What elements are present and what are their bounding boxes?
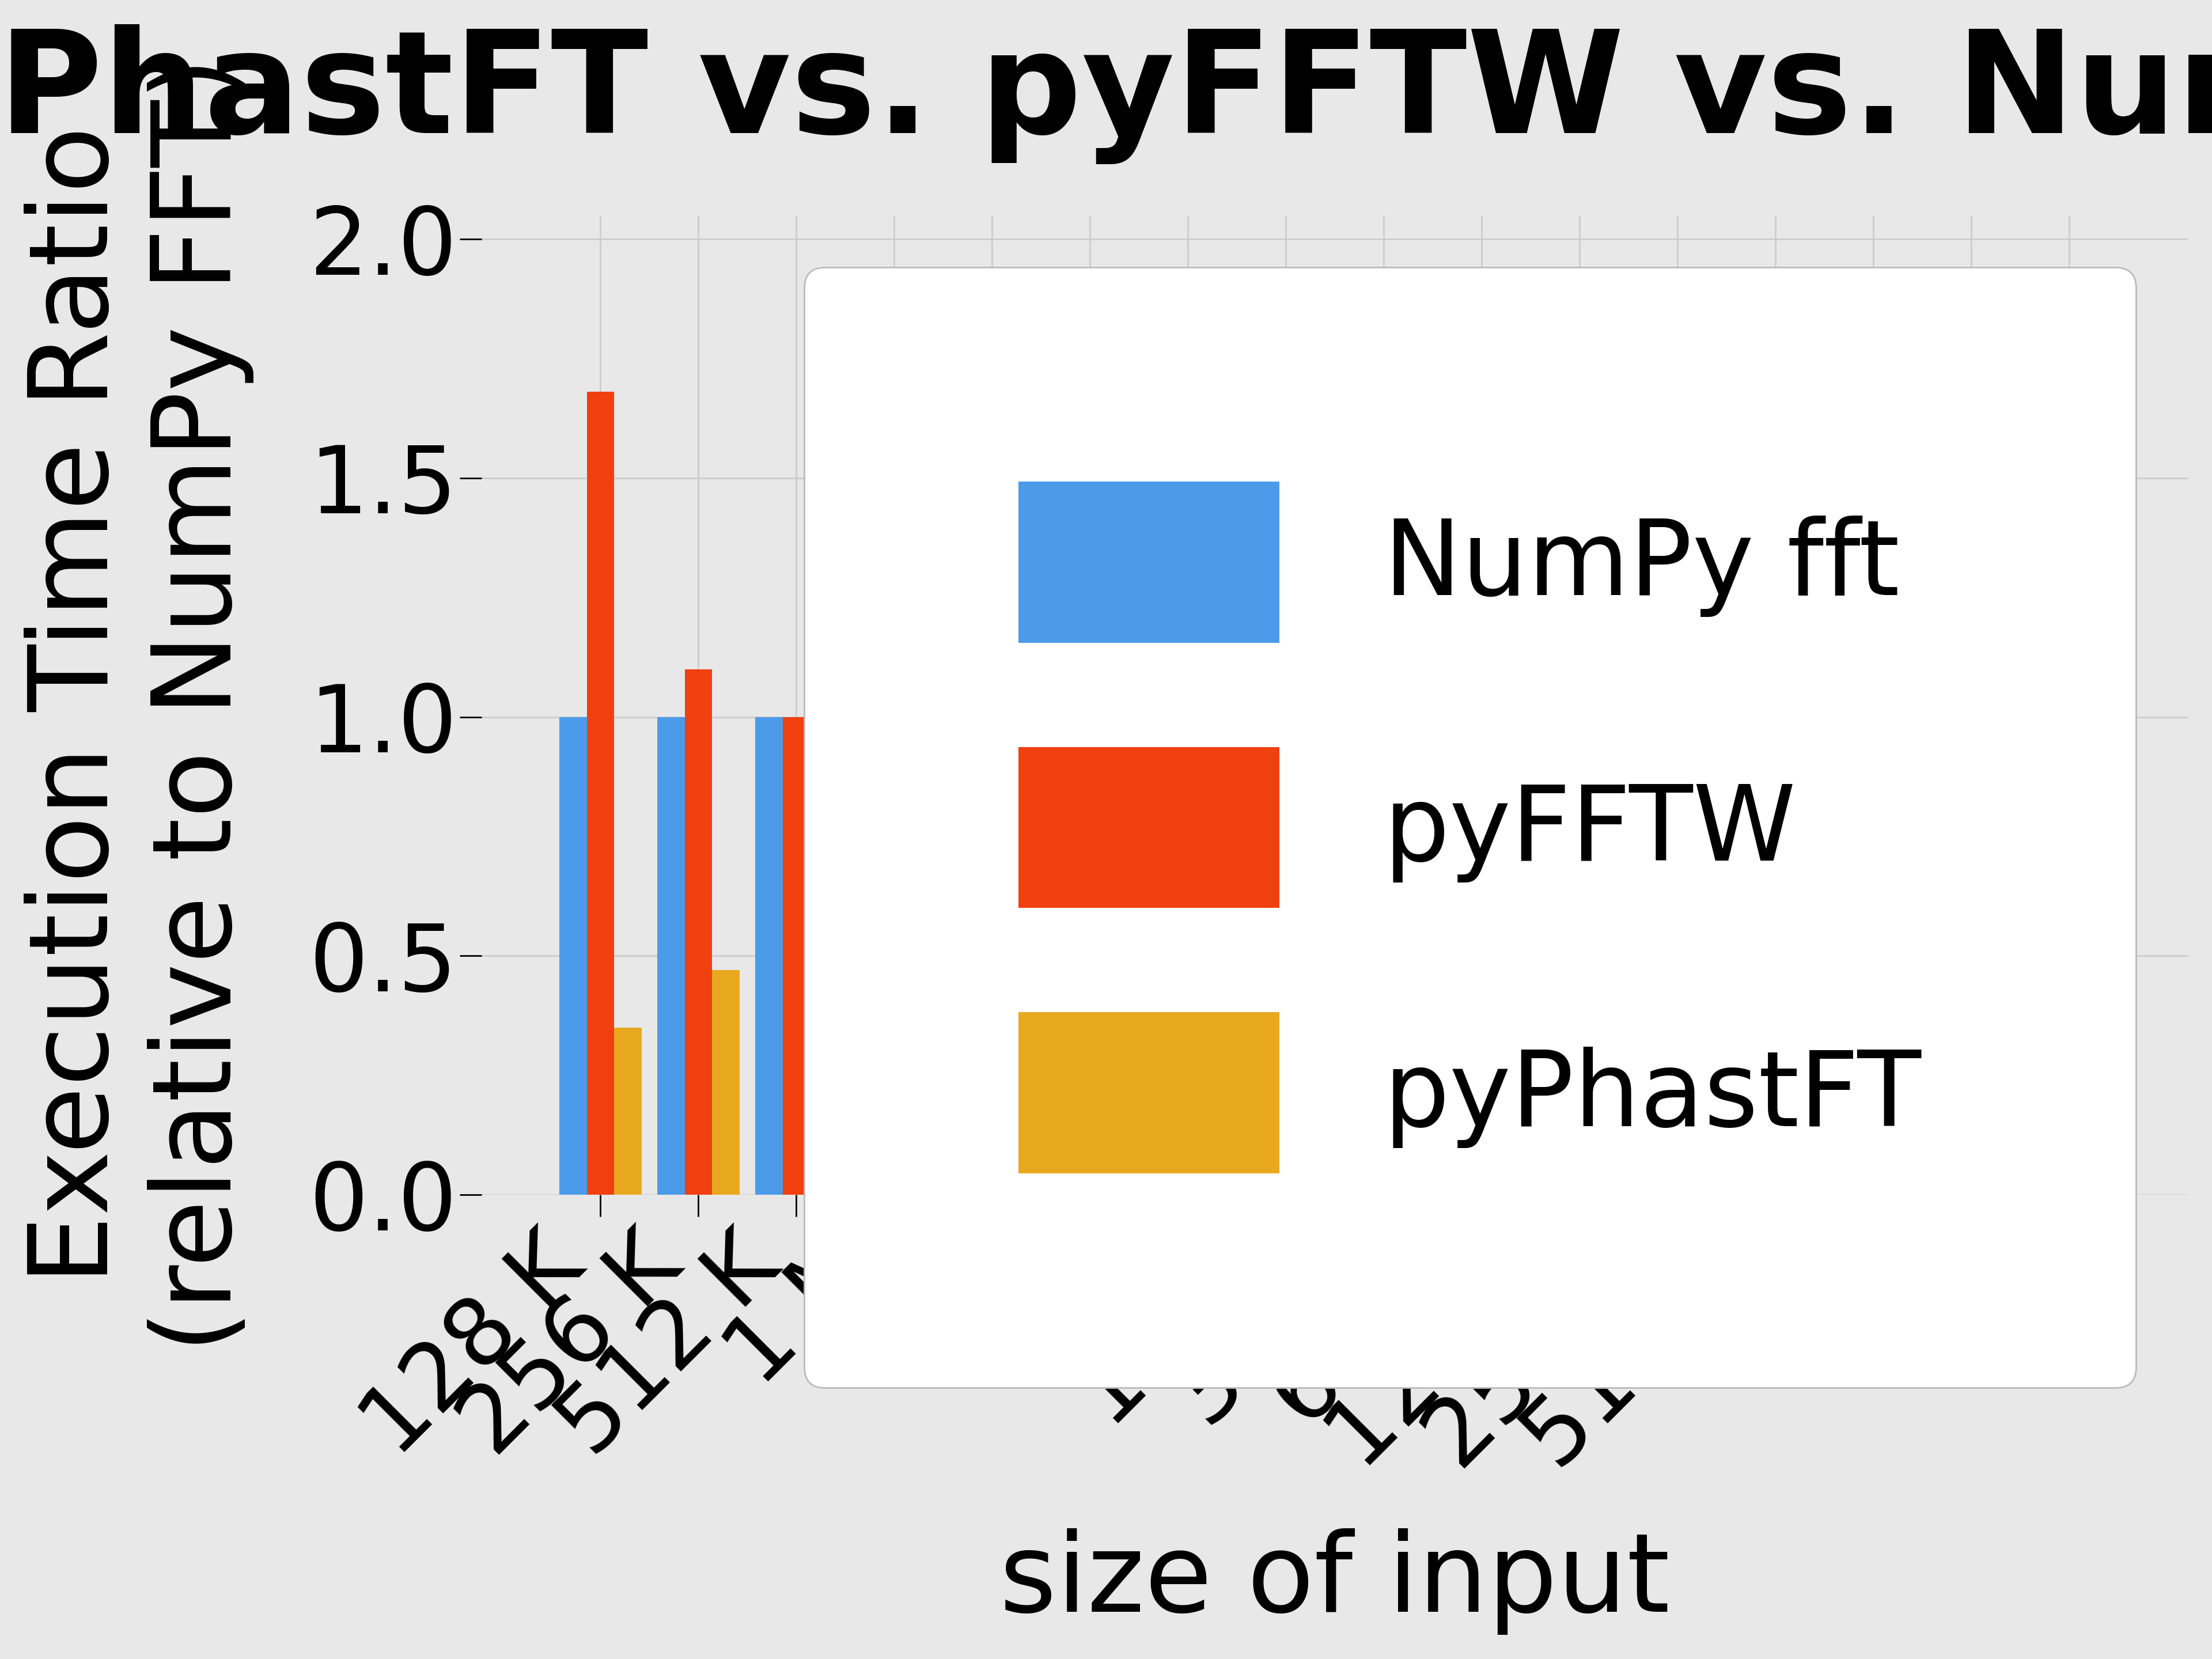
Bar	[1887, 1141, 1916, 1194]
Bar	[1048, 717, 1077, 1194]
Bar	[686, 669, 712, 1194]
Bar	[2084, 1138, 2110, 1194]
Bar	[1301, 688, 1327, 1194]
Bar	[560, 717, 586, 1194]
Bar	[1593, 737, 1621, 1194]
Bar	[2028, 717, 2055, 1194]
Bar	[1272, 597, 1301, 1194]
Bar	[1201, 841, 1230, 1194]
Bar	[1984, 1133, 2013, 1194]
Bar	[1146, 717, 1175, 1194]
Bar	[783, 717, 810, 1194]
Bar	[1469, 549, 1495, 1194]
Bar	[1958, 1123, 1984, 1194]
Bar	[854, 717, 880, 1194]
Bar	[1566, 526, 1593, 1194]
Bar	[1006, 942, 1033, 1194]
Bar	[586, 392, 615, 1194]
Bar	[1369, 612, 1398, 1194]
Bar	[1495, 727, 1522, 1194]
Bar	[1245, 717, 1272, 1194]
Bar	[1761, 984, 1790, 1194]
Bar	[1077, 392, 1104, 1194]
Bar	[754, 717, 783, 1194]
Bar	[1860, 1118, 1887, 1194]
Bar	[1637, 717, 1663, 1194]
Bar	[810, 971, 838, 1194]
X-axis label: size of input: size of input	[1000, 1528, 1670, 1636]
Bar	[951, 717, 978, 1194]
Bar	[1790, 1037, 1816, 1194]
Bar	[880, 645, 907, 1194]
Bar	[1931, 717, 1958, 1194]
Title: pyPhastFT vs. pyFFTW vs. NumPy FFT: pyPhastFT vs. pyFFTW vs. NumPy FFT	[0, 23, 2212, 164]
Bar	[1832, 717, 1860, 1194]
Bar	[2055, 1118, 2084, 1194]
Bar	[1540, 717, 1566, 1194]
Bar	[1692, 478, 1719, 1194]
Bar	[907, 971, 936, 1194]
Bar	[978, 625, 1006, 1194]
Bar	[1398, 813, 1425, 1194]
Bar	[1663, 574, 1692, 1194]
Y-axis label: Execution Time Ratio
(relative to NumPy FFT): Execution Time Ratio (relative to NumPy …	[24, 56, 254, 1352]
Legend: NumPy fft, pyFFTW, pyPhastFT: NumPy fft, pyFFTW, pyPhastFT	[805, 267, 2137, 1387]
Bar	[1175, 635, 1201, 1194]
Bar	[1104, 907, 1130, 1194]
Bar	[1343, 717, 1369, 1194]
Bar	[1734, 717, 1761, 1194]
Bar	[657, 717, 686, 1194]
Bar	[615, 1027, 641, 1194]
Bar	[1440, 717, 1469, 1194]
Bar	[712, 971, 739, 1194]
